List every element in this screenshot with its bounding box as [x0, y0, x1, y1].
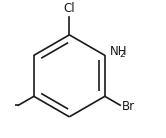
Text: Cl: Cl	[64, 2, 75, 15]
Text: NH: NH	[110, 45, 128, 58]
Text: Br: Br	[122, 100, 135, 113]
Text: 2: 2	[120, 50, 125, 59]
